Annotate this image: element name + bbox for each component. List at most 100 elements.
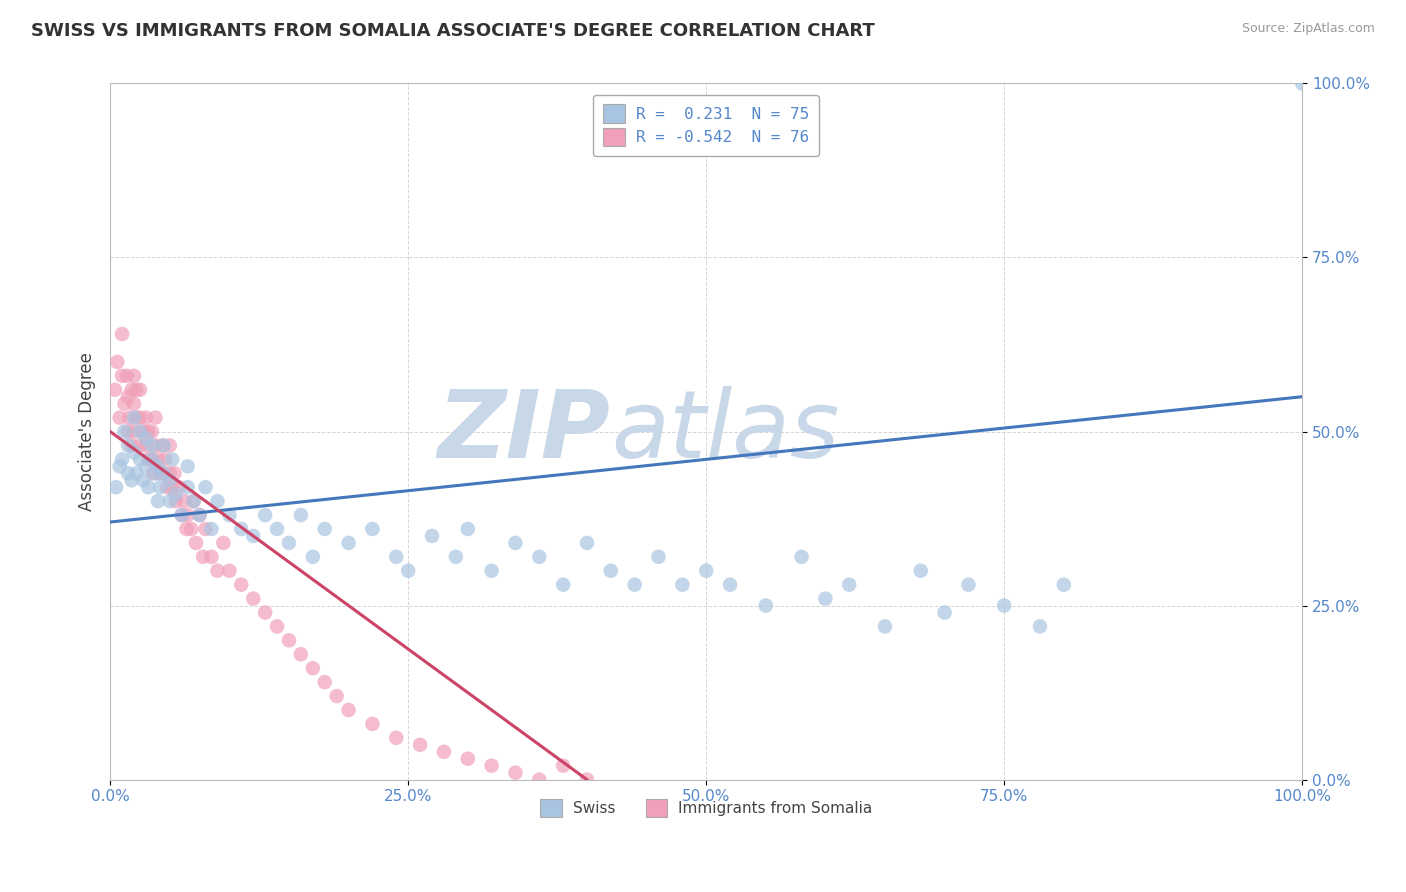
Point <box>159 438 181 452</box>
Point <box>111 452 134 467</box>
Point <box>121 383 143 397</box>
Point <box>125 410 148 425</box>
Point <box>111 368 134 383</box>
Point <box>136 480 159 494</box>
Point <box>129 452 152 467</box>
Point <box>314 522 336 536</box>
Point <box>142 467 165 481</box>
Point <box>599 564 621 578</box>
Point <box>149 467 172 481</box>
Point <box>1029 619 1052 633</box>
Point <box>117 425 139 439</box>
Point <box>457 522 479 536</box>
Point <box>481 758 503 772</box>
Point <box>141 452 163 467</box>
Point <box>153 452 176 467</box>
Point <box>105 355 128 369</box>
Point <box>136 425 159 439</box>
Point <box>122 410 145 425</box>
Point <box>191 549 214 564</box>
Point <box>122 445 145 459</box>
Point <box>108 459 131 474</box>
Point <box>325 689 347 703</box>
Point <box>420 529 443 543</box>
Point <box>121 473 143 487</box>
Point <box>170 508 193 522</box>
Point <box>104 383 127 397</box>
Point <box>117 467 139 481</box>
Point <box>910 564 932 578</box>
Point <box>136 452 159 467</box>
Point <box>200 522 222 536</box>
Point <box>122 397 145 411</box>
Point <box>553 577 575 591</box>
Point <box>165 487 187 501</box>
Point <box>108 410 131 425</box>
Point <box>254 508 277 522</box>
Point <box>194 522 217 536</box>
Text: Source: ZipAtlas.com: Source: ZipAtlas.com <box>1241 22 1375 36</box>
Point <box>153 438 176 452</box>
Point <box>153 467 176 481</box>
Point <box>145 410 167 425</box>
Point <box>529 549 551 564</box>
Point <box>337 703 360 717</box>
Point <box>207 494 229 508</box>
Point <box>121 438 143 452</box>
Point <box>231 522 253 536</box>
Point <box>141 425 163 439</box>
Point <box>194 480 217 494</box>
Point <box>242 591 264 606</box>
Point <box>231 577 253 591</box>
Point <box>278 536 301 550</box>
Point <box>122 425 145 439</box>
Point <box>135 459 157 474</box>
Point <box>114 425 136 439</box>
Point <box>160 452 183 467</box>
Point <box>200 549 222 564</box>
Point <box>129 438 152 452</box>
Point <box>115 368 138 383</box>
Point <box>176 508 198 522</box>
Text: SWISS VS IMMIGRANTS FROM SOMALIA ASSOCIATE'S DEGREE CORRELATION CHART: SWISS VS IMMIGRANTS FROM SOMALIA ASSOCIA… <box>31 22 875 40</box>
Point <box>117 390 139 404</box>
Point <box>170 508 193 522</box>
Point <box>173 494 195 508</box>
Point <box>125 383 148 397</box>
Point <box>314 675 336 690</box>
Point <box>212 536 235 550</box>
Point <box>117 438 139 452</box>
Point <box>409 738 432 752</box>
Point <box>218 564 240 578</box>
Point <box>118 410 141 425</box>
Point <box>505 765 527 780</box>
Point <box>290 508 312 522</box>
Y-axis label: Associate's Degree: Associate's Degree <box>79 352 96 511</box>
Point <box>254 606 277 620</box>
Point <box>718 577 741 591</box>
Point <box>145 438 167 452</box>
Point <box>396 564 419 578</box>
Point <box>129 425 152 439</box>
Point <box>105 480 128 494</box>
Point <box>1291 77 1313 91</box>
Point <box>301 661 323 675</box>
Point <box>361 717 384 731</box>
Point <box>146 452 169 467</box>
Point <box>132 425 155 439</box>
Point <box>129 410 152 425</box>
Point <box>141 438 163 452</box>
Point <box>695 564 717 578</box>
Point <box>444 549 467 564</box>
Point <box>242 529 264 543</box>
Point <box>623 577 645 591</box>
Point <box>934 606 956 620</box>
Point <box>671 577 693 591</box>
Point <box>176 480 198 494</box>
Point <box>159 494 181 508</box>
Point <box>755 599 778 613</box>
Point <box>188 508 211 522</box>
Point <box>114 397 136 411</box>
Point <box>145 467 167 481</box>
Point <box>290 648 312 662</box>
